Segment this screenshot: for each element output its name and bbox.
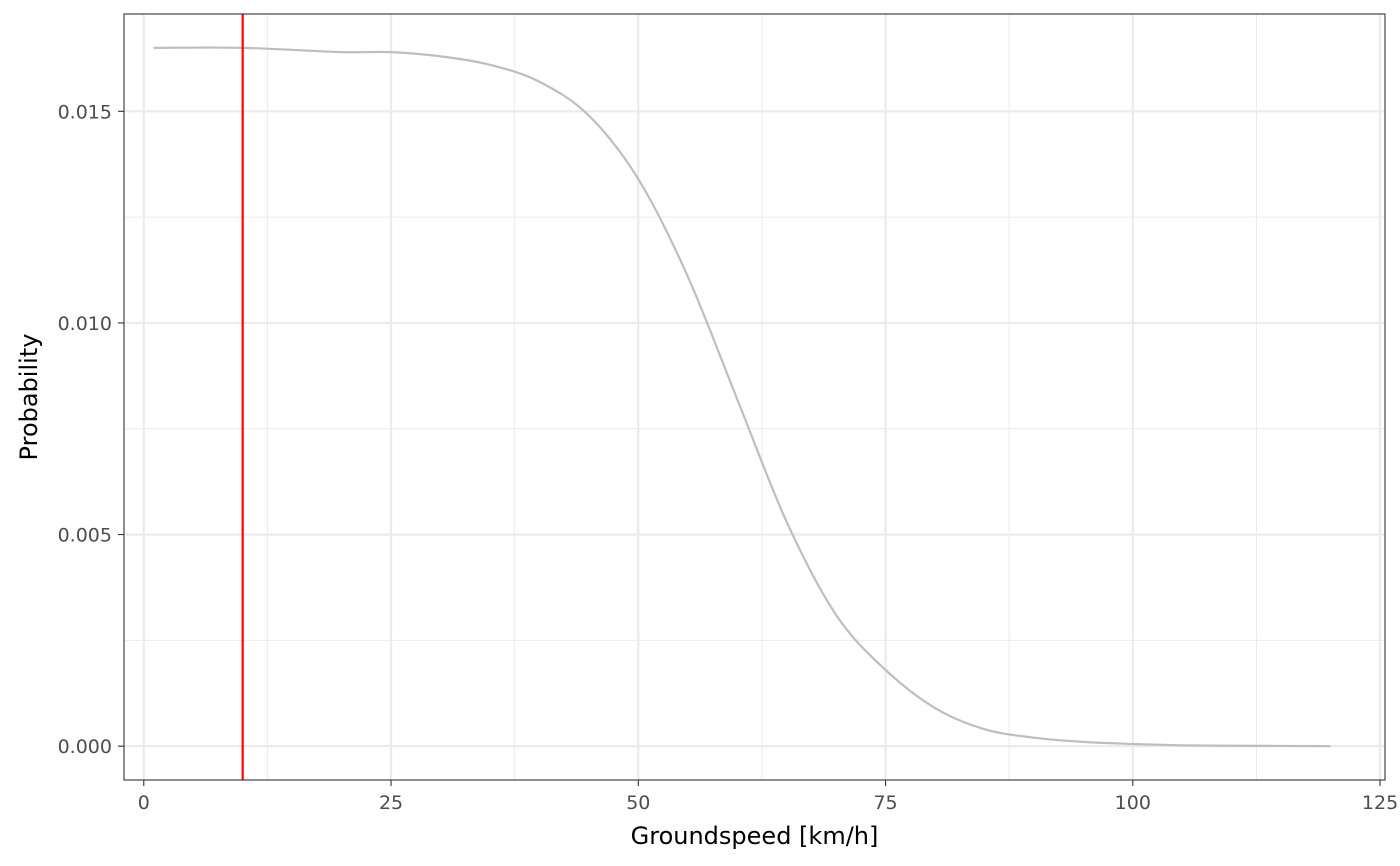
- x-tick-label: 100: [1115, 792, 1151, 814]
- x-tick-label: 125: [1362, 792, 1398, 814]
- y-axis-title: Probability: [15, 334, 43, 461]
- y-tick-label: 0.000: [58, 736, 112, 758]
- y-tick-label: 0.010: [58, 313, 112, 335]
- x-tick-label: 25: [379, 792, 403, 814]
- series-line: [153, 46, 1331, 748]
- x-tick-label: 0: [138, 792, 150, 814]
- grid-minor: [124, 14, 1385, 780]
- x-axis: 0 25 50 75 100 125: [138, 780, 1398, 814]
- panel-border: [123, 13, 1386, 781]
- y-tick-label: 0.005: [58, 525, 112, 547]
- y-tick-label: 0.015: [58, 101, 112, 123]
- x-tick-label: 50: [626, 792, 650, 814]
- x-axis-title: Groundspeed [km/h]: [631, 822, 879, 850]
- y-axis: 0.000 0.005 0.010 0.015: [58, 101, 124, 758]
- series-layer: [153, 46, 1331, 748]
- x-tick-label: 75: [873, 792, 897, 814]
